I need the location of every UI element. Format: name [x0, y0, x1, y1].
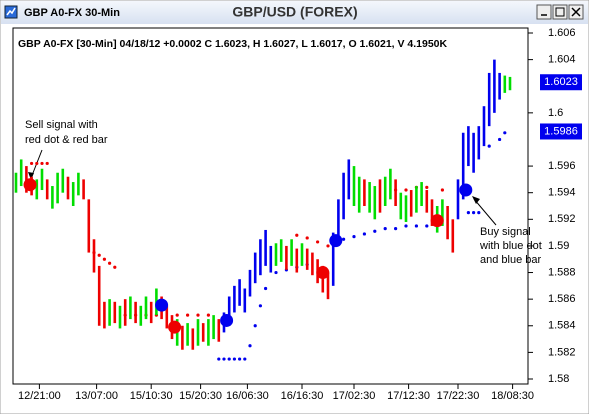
signal-dot [430, 214, 444, 228]
y-tick-label: 1.592 [548, 213, 576, 225]
stop-dot [477, 211, 481, 215]
stop-dot [113, 265, 117, 269]
annotation-arrow [473, 198, 497, 226]
price-tag [540, 123, 582, 140]
stop-dot [206, 313, 210, 317]
signal-dot [459, 183, 473, 197]
minimize-button[interactable] [536, 4, 552, 20]
window-title: GBP A0-FX 30-Min [24, 7, 120, 19]
stop-dot [186, 313, 190, 317]
stop-dot [440, 188, 444, 192]
stop-dot [196, 313, 200, 317]
y-tick-label: 1.604 [548, 54, 576, 66]
window-buttons [536, 4, 584, 20]
x-tick-label: 17/22:30 [437, 390, 480, 402]
maximize-glyph [555, 7, 565, 17]
stop-dot [108, 261, 112, 265]
stop-dot [472, 211, 476, 215]
signal-dot [220, 313, 234, 327]
stop-dot [248, 344, 252, 348]
x-tick-label: 15/20:30 [179, 390, 222, 402]
stop-dot [45, 161, 49, 166]
stop-dot [487, 144, 491, 148]
x-tick-label: 16/16:30 [281, 390, 324, 402]
x-tick-label: 17/12:30 [387, 390, 430, 402]
stop-dot [342, 237, 346, 241]
annotation-line: and blue bar [480, 254, 541, 266]
x-tick-label: 12/21:00 [18, 390, 61, 402]
stop-dot [222, 357, 226, 361]
price-tag-label: 1.5986 [544, 125, 578, 137]
y-tick-label: 1.59 [548, 240, 569, 252]
stop-dot [40, 161, 44, 166]
stop-dot [414, 224, 418, 228]
chart-title: GBP/USD (FOREX) [232, 4, 357, 20]
stop-dot [253, 324, 257, 328]
x-tick-label: 15/10:30 [130, 390, 173, 402]
annotation-line: red dot & red bar [25, 134, 108, 146]
stop-dot [97, 253, 101, 257]
y-tick-label: 1.586 [548, 293, 576, 305]
plot-frame [12, 27, 529, 385]
stop-dot [362, 232, 366, 236]
signal-dot [329, 234, 343, 248]
title-bar [1, 1, 588, 24]
stop-dot [295, 233, 299, 237]
stop-dot [175, 313, 179, 317]
annotation-line: Buy signal [480, 226, 531, 238]
signal-dot [316, 266, 330, 280]
x-tick-label: 18/08:30 [491, 390, 534, 402]
maximize-button[interactable] [552, 4, 568, 20]
signal-dot [23, 178, 37, 192]
x-tick-label: 16/06:30 [226, 390, 269, 402]
annotation-line: with blue dot [479, 240, 542, 252]
stop-dot [466, 211, 470, 215]
info-line: GBP A0-FX [30-Min] 04/18/12 +0.0002 C 1.… [18, 38, 448, 50]
stop-dot [425, 224, 429, 228]
price-tag-label: 1.6023 [544, 76, 578, 88]
stop-dot [498, 137, 502, 142]
y-tick-label: 1.6 [548, 107, 563, 119]
stop-dot [238, 357, 242, 361]
stop-dot [404, 188, 408, 192]
stop-dot [102, 257, 106, 261]
y-tick-label: 1.588 [548, 266, 576, 278]
x-tick-label: 17/02:30 [333, 390, 376, 402]
y-tick-label: 1.596 [548, 160, 576, 172]
stop-dot [425, 185, 429, 189]
stop-dot [503, 131, 507, 135]
close-glyph [571, 7, 581, 17]
y-tick-label: 1.606 [548, 27, 576, 39]
stop-dot [274, 270, 278, 275]
signal-dot [155, 298, 169, 312]
stop-dot [30, 161, 34, 166]
price-tag [540, 74, 582, 91]
stop-dot [264, 286, 268, 291]
stop-dot [305, 236, 309, 240]
annotation-arrowhead [28, 172, 34, 180]
stop-dot [232, 357, 236, 361]
stop-dot [217, 357, 221, 361]
stop-dot [373, 229, 377, 233]
y-tick-label: 1.58 [548, 373, 569, 385]
annotation-line: Sell signal with [25, 119, 98, 131]
stop-dot [352, 235, 356, 239]
y-tick-label: 1.594 [548, 187, 576, 199]
annotation-arrowhead [472, 196, 480, 204]
stop-dot [258, 304, 262, 308]
stop-dot [227, 357, 231, 361]
y-tick-label: 1.582 [548, 346, 576, 358]
y-tick-label: 1.584 [548, 320, 576, 332]
app-icon-glyph [6, 7, 16, 16]
stop-dot [326, 244, 330, 248]
x-tick-label: 13/07:00 [75, 390, 118, 402]
stop-dot [383, 227, 387, 231]
stop-dot [35, 161, 39, 166]
stop-dot [404, 224, 408, 228]
stop-dot [316, 240, 320, 244]
stop-dot [394, 227, 398, 231]
signal-dot [168, 320, 182, 334]
stop-dot [243, 357, 247, 361]
